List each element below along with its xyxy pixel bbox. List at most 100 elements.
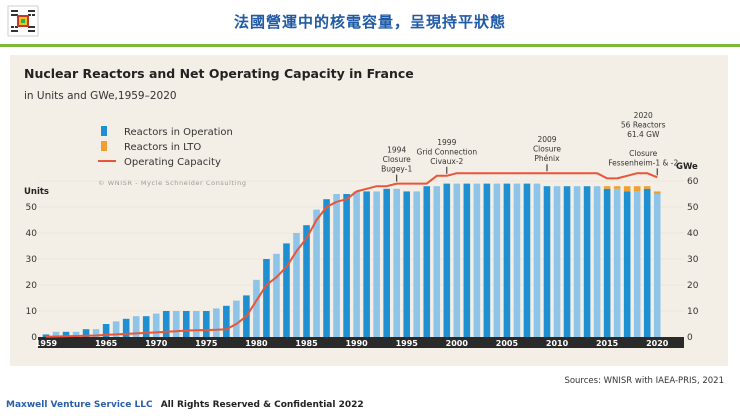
x-tick-label: 1965: [95, 339, 118, 348]
right-tick-label: 60: [687, 177, 699, 187]
bar-operation-1977: [223, 305, 230, 337]
bar-operation-2010: [553, 186, 561, 337]
bar-operation-1970: [152, 313, 160, 337]
bar-operation-1992: [373, 191, 380, 337]
x-tick-label: 1985: [295, 339, 318, 348]
company-logo: [6, 4, 40, 38]
bar-operation-2015: [603, 188, 611, 337]
bar-operation-1986: [313, 209, 320, 337]
right-axis-label: GWe: [676, 162, 698, 172]
sources-note: Sources: WNISR with IAEA-PRIS, 2021: [564, 376, 724, 386]
left-tick-label: 50: [26, 203, 38, 213]
bar-operation-2020: [653, 194, 661, 337]
x-tick-label: 1959: [35, 339, 58, 348]
annotation-text: Bugey-1: [381, 165, 412, 174]
capacity-line: [45, 172, 658, 338]
x-tick-label: 2010: [546, 339, 569, 348]
right-tick-label: 0: [687, 333, 693, 343]
bar-operation-1971: [162, 311, 170, 337]
bar-operation-1960: [52, 331, 60, 337]
bar-operation-1993: [383, 188, 390, 337]
bar-operation-2012: [573, 186, 581, 337]
bar-operation-1988: [333, 194, 340, 337]
x-tick-label: 1975: [195, 339, 218, 348]
left-axis-label: Units: [24, 187, 49, 197]
bar-operation-1989: [343, 194, 350, 337]
bar-operation-1963: [82, 329, 90, 337]
bar-operation-1959: [42, 334, 50, 337]
annotation-text: Phénix: [534, 154, 560, 163]
bar-operation-2000: [453, 183, 461, 337]
bar-operation-2001: [463, 183, 471, 337]
chart-panel: Nuclear Reactors and Net Operating Capac…: [10, 55, 728, 366]
bar-operation-1973: [182, 311, 190, 337]
left-tick-label: 40: [26, 229, 38, 239]
x-tick-label: 1990: [345, 339, 368, 348]
legend-lto-label: Reactors in LTO: [124, 142, 201, 153]
x-tick-label: 1995: [396, 339, 419, 348]
bar-operation-2003: [483, 183, 491, 337]
annotation-text: Closure: [383, 155, 411, 164]
bar-operation-1961: [62, 331, 70, 337]
bar-operation-1978: [233, 300, 240, 337]
bar-operation-1982: [273, 253, 280, 337]
left-tick-label: 30: [26, 255, 38, 265]
bar-operation-1985: [303, 225, 310, 337]
footer-rights: All Rights Reserved & Confidential 2022: [160, 400, 364, 410]
bar-operation-2005: [503, 183, 511, 337]
legend-operation-label: Reactors in Operation: [124, 127, 233, 138]
bar-operation-1975: [203, 311, 210, 337]
chart-credit: © WNISR - Mycle Schneider Consulting: [98, 179, 247, 187]
footer-company: Maxwell Venture Service LLC: [6, 400, 153, 410]
annotation-text: Civaux-2: [430, 157, 463, 166]
bar-operation-2014: [593, 186, 601, 337]
x-tick-label: 2005: [496, 339, 519, 348]
left-tick-label: 10: [26, 307, 38, 317]
bar-operation-1983: [283, 243, 290, 337]
bar-operation-2018: [633, 191, 641, 337]
right-tick-label: 10: [687, 307, 699, 317]
chart-title: Nuclear Reactors and Net Operating Capac…: [24, 66, 414, 81]
bar-operation-2008: [533, 183, 541, 337]
bar-operation-1974: [193, 311, 200, 337]
bar-operation-2009: [543, 186, 551, 337]
x-tick-label: 1970: [145, 339, 168, 348]
bar-lto-2015: [603, 186, 611, 189]
bar-operation-1969: [142, 316, 150, 337]
bar-operation-2007: [523, 183, 531, 337]
annotation-text: 2009: [537, 135, 556, 144]
annotation-text: Fessenheim-1 & -2: [608, 158, 678, 167]
bar-operation-1991: [363, 191, 370, 337]
bar-operation-1964: [92, 329, 100, 337]
bar-lto-2019: [643, 186, 651, 189]
annotation-text: Closure: [533, 145, 561, 154]
footer: Maxwell Venture Service LLC All Rights R…: [6, 400, 364, 410]
chart-svg: Nuclear Reactors and Net Operating Capac…: [24, 66, 699, 348]
bar-operation-1999: [443, 183, 451, 337]
bar-operation-1962: [72, 331, 80, 337]
x-tick-label: 2020: [646, 339, 669, 348]
annotation-text: 1999: [437, 138, 456, 147]
annotation-text: 61.4 GW: [627, 130, 660, 139]
bar-operation-2006: [513, 183, 521, 337]
bar-operation-1996: [413, 191, 421, 337]
x-axis-band: [38, 337, 684, 348]
bar-operation-1968: [132, 316, 140, 337]
annotation-text: 56 Reactors: [621, 120, 666, 129]
right-tick-label: 50: [687, 203, 699, 213]
bar-operation-1994: [393, 188, 400, 337]
legend-operation-swatch: [101, 126, 107, 136]
annotation-text: 1994: [387, 146, 406, 155]
bar-lto-2017: [623, 186, 631, 192]
title-divider: [0, 44, 740, 47]
bar-operation-2004: [493, 183, 501, 337]
bar-operation-1984: [293, 233, 300, 337]
right-tick-label: 20: [687, 281, 699, 291]
bar-operation-2013: [583, 186, 591, 337]
bar-lto-2020: [653, 191, 661, 194]
bar-operation-2019: [643, 188, 651, 337]
left-tick-label: 20: [26, 281, 38, 291]
